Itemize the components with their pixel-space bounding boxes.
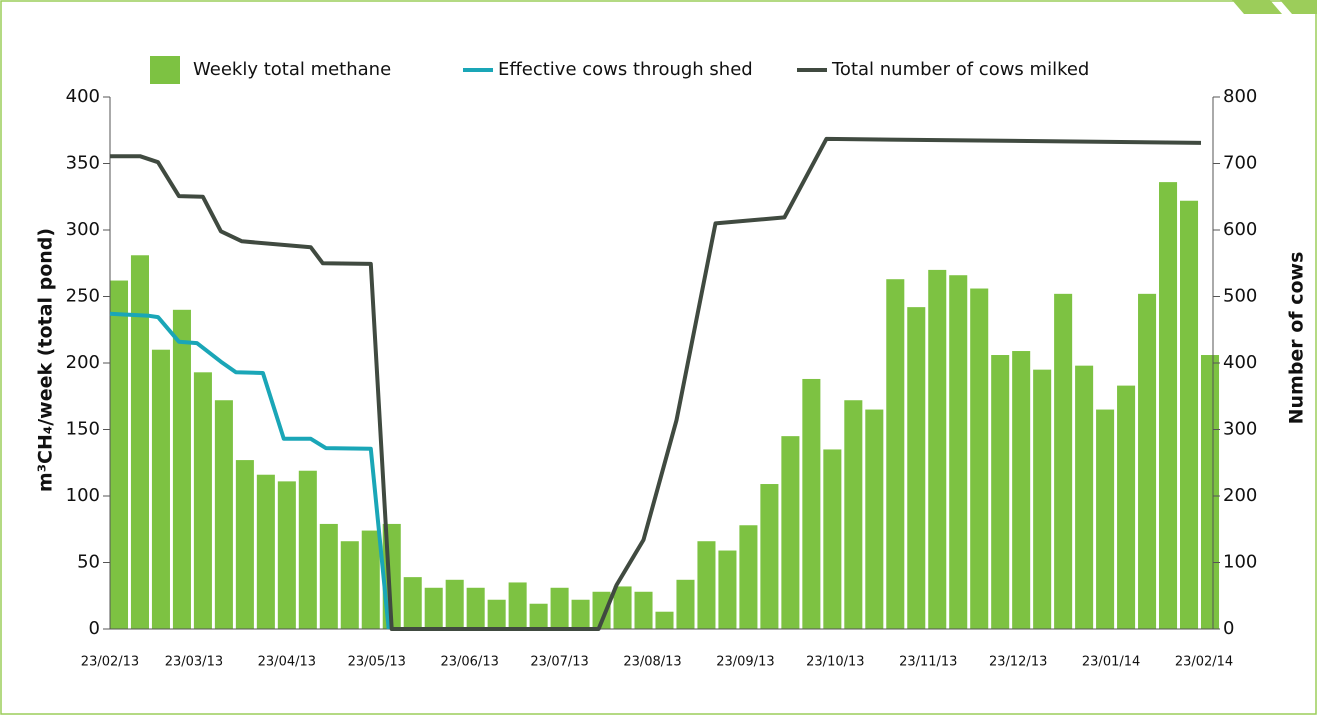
bar <box>697 541 716 629</box>
bar <box>235 460 254 629</box>
bar <box>277 481 296 629</box>
y2-tick-label: 500 <box>1223 286 1257 307</box>
bar <box>151 349 170 629</box>
y-tick-label: 0 <box>89 618 100 639</box>
bar <box>487 599 506 629</box>
y2-tick-label: 600 <box>1223 219 1257 240</box>
y-axis-label: m³CH₄/week (total pond) <box>35 228 57 492</box>
y2-tick-label: 300 <box>1223 419 1257 440</box>
bar <box>613 586 632 629</box>
x-tick-label: 23/02/13 <box>81 655 139 670</box>
x-tick-label: 23/05/13 <box>348 655 406 670</box>
bar <box>361 530 380 629</box>
bar <box>1012 351 1031 629</box>
x-tick-label: 23/07/13 <box>530 655 588 670</box>
line <box>109 311 391 630</box>
bar <box>508 582 527 629</box>
bar <box>865 409 884 629</box>
bar <box>529 603 548 629</box>
x-tick-label: 23/10/13 <box>806 655 864 670</box>
y2-tick-label: 100 <box>1223 552 1257 573</box>
bar <box>1096 409 1115 629</box>
bar <box>403 577 422 629</box>
bar <box>193 372 212 629</box>
x-tick-label: 23/08/13 <box>623 655 681 670</box>
bar <box>445 579 464 629</box>
bar <box>802 378 821 629</box>
bar <box>319 523 338 629</box>
bar <box>739 525 758 629</box>
bar <box>886 279 905 629</box>
bar <box>424 587 443 629</box>
bar <box>1117 385 1136 629</box>
x-tick-label: 23/06/13 <box>440 655 498 670</box>
bar <box>781 436 800 629</box>
bar <box>592 591 611 629</box>
y-tick-label: 300 <box>66 219 100 240</box>
bar <box>1033 369 1052 629</box>
legend-label: Total number of cows milked <box>831 59 1089 80</box>
legend-label: Weekly total methane <box>193 59 391 80</box>
y2-axis-label: Number of cows <box>1286 252 1308 425</box>
y2-tick-label: 800 <box>1223 86 1257 107</box>
bar <box>466 587 485 629</box>
bar <box>571 599 590 629</box>
legend-swatch <box>150 56 180 84</box>
bar <box>214 400 233 629</box>
bar <box>655 611 674 629</box>
tab <box>1232 0 1282 14</box>
y-tick-label: 200 <box>66 352 100 373</box>
bar <box>1054 293 1073 629</box>
y2-tick-label: 0 <box>1223 618 1234 639</box>
bar <box>340 541 359 629</box>
tab <box>1280 0 1317 14</box>
bar <box>298 470 317 629</box>
bar <box>949 275 968 629</box>
bar <box>109 280 129 629</box>
x-tick-label: 23/04/13 <box>258 655 316 670</box>
bar <box>550 587 569 629</box>
bar <box>718 550 737 629</box>
x-tick-label: 23/11/13 <box>899 655 957 670</box>
y2-tick-label: 700 <box>1223 153 1257 174</box>
y-tick-label: 350 <box>66 153 100 174</box>
bar <box>1159 182 1178 629</box>
bar <box>1075 365 1094 629</box>
y-tick-label: 400 <box>66 86 100 107</box>
bar <box>844 400 863 629</box>
x-tick-label: 23/12/13 <box>989 655 1047 670</box>
bar <box>760 484 779 629</box>
y2-tick-label: 400 <box>1223 352 1257 373</box>
y-tick-label: 250 <box>66 286 100 307</box>
bar <box>676 579 695 629</box>
bar <box>1200 355 1220 629</box>
y-tick-label: 50 <box>77 552 100 573</box>
bar <box>634 591 653 629</box>
y2-tick-label: 200 <box>1223 485 1257 506</box>
bar <box>907 307 926 629</box>
bar <box>928 269 947 629</box>
bar <box>172 309 191 629</box>
x-tick-label: 23/01/14 <box>1082 655 1140 670</box>
bar <box>1138 293 1157 629</box>
bar <box>823 449 842 629</box>
y-tick-label: 100 <box>66 485 100 506</box>
bar <box>1179 200 1199 630</box>
line <box>110 136 1202 631</box>
x-tick-label: 23/09/13 <box>716 655 774 670</box>
bar <box>991 355 1010 629</box>
bar <box>130 255 149 629</box>
x-tick-label: 23/02/14 <box>1175 655 1233 670</box>
bar <box>256 474 275 629</box>
x-tick-label: 23/03/13 <box>165 655 223 670</box>
bar <box>970 288 989 629</box>
y-tick-label: 150 <box>66 419 100 440</box>
legend-label: Effective cows through shed <box>498 59 753 80</box>
